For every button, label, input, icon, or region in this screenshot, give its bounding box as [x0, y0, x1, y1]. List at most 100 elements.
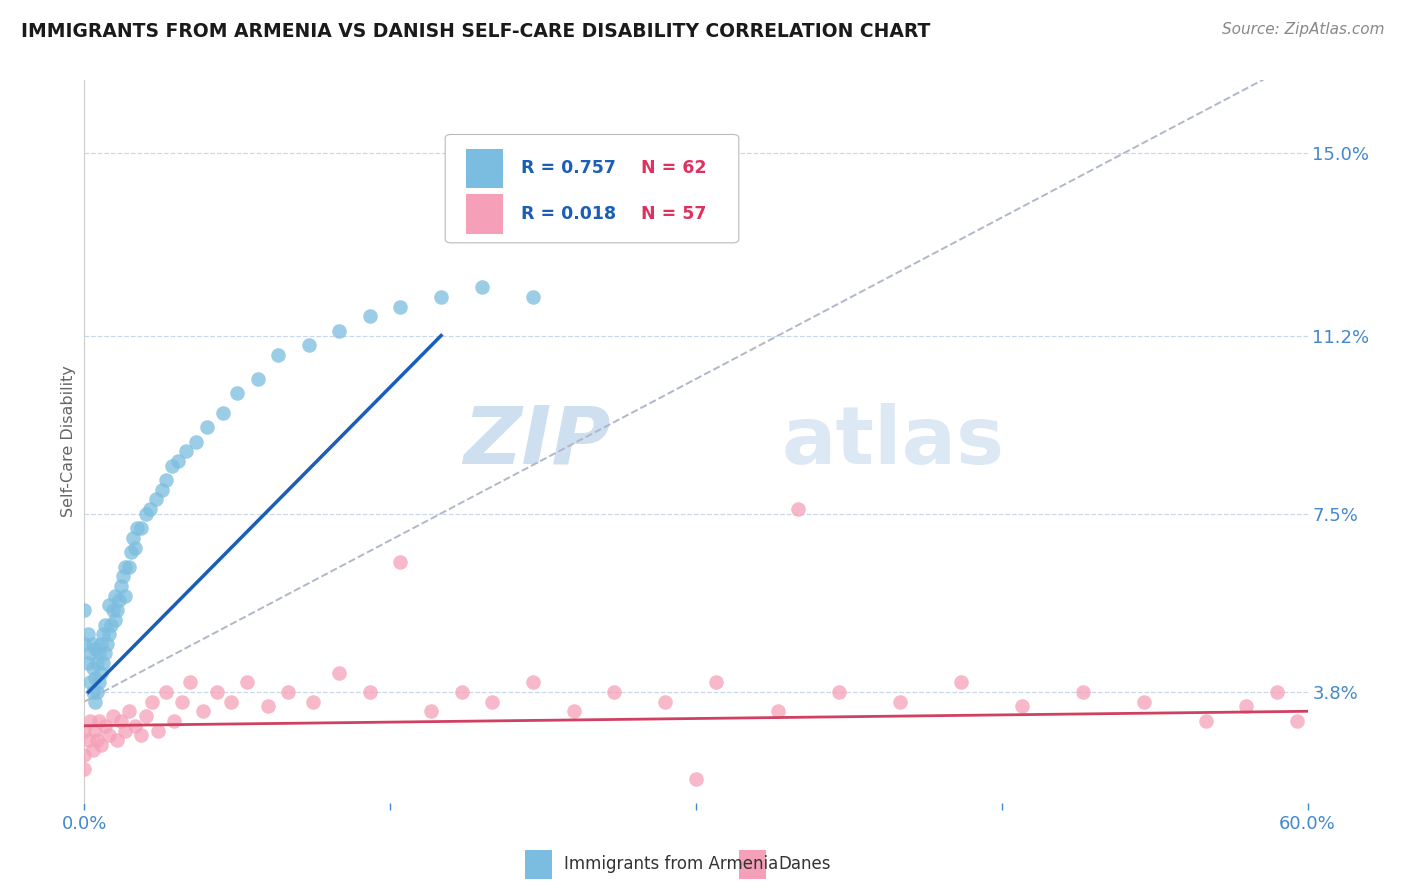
Point [787, 502, 810, 516]
Point [100, 617, 122, 632]
Point [328, 665, 350, 680]
Point [471, 280, 494, 294]
Point [90, 637, 112, 651]
Point [277, 685, 299, 699]
Point [389, 555, 412, 569]
Text: R = 0.018: R = 0.018 [522, 205, 616, 223]
Point [205, 685, 228, 699]
Point [172, 695, 194, 709]
Text: R = 0.757: R = 0.757 [522, 160, 616, 178]
Point [82, 637, 104, 651]
Point [124, 541, 146, 555]
Point [1133, 695, 1156, 709]
Point [79, 647, 101, 661]
Point [685, 772, 707, 786]
Point [73, 762, 96, 776]
Text: Danes: Danes [778, 855, 831, 873]
Point [87, 647, 110, 661]
Point [389, 300, 412, 314]
Point [150, 483, 173, 497]
FancyBboxPatch shape [524, 850, 551, 879]
FancyBboxPatch shape [446, 135, 738, 243]
Point [91, 656, 114, 670]
Y-axis label: Self-Care Disability: Self-Care Disability [60, 366, 76, 517]
Point [90, 738, 112, 752]
Point [110, 714, 132, 728]
Point [86, 656, 108, 670]
Point [1073, 685, 1095, 699]
Point [298, 338, 321, 352]
Point [141, 695, 163, 709]
Point [950, 675, 973, 690]
Point [267, 348, 290, 362]
Point [83, 671, 105, 685]
Point [420, 704, 443, 718]
Point [77, 656, 100, 670]
Point [562, 704, 585, 718]
Point [138, 502, 160, 516]
Point [73, 603, 96, 617]
Point [83, 695, 105, 709]
Point [101, 603, 124, 617]
Point [77, 627, 100, 641]
Point [160, 458, 183, 473]
Point [114, 723, 136, 738]
Point [359, 685, 381, 699]
Point [127, 521, 149, 535]
Point [219, 695, 242, 709]
Point [86, 685, 108, 699]
Point [135, 709, 157, 723]
Text: ZIP: ZIP [463, 402, 610, 481]
Point [155, 473, 177, 487]
Point [96, 637, 118, 651]
Point [186, 434, 208, 449]
Point [450, 685, 472, 699]
Point [104, 613, 127, 627]
Point [82, 661, 104, 675]
Point [828, 685, 851, 699]
Point [120, 545, 142, 559]
Point [77, 733, 100, 747]
Point [167, 454, 190, 468]
Text: N = 62: N = 62 [641, 160, 706, 178]
Point [301, 695, 323, 709]
Point [1011, 699, 1033, 714]
Point [112, 569, 135, 583]
FancyBboxPatch shape [465, 149, 503, 188]
FancyBboxPatch shape [465, 194, 503, 234]
Point [114, 589, 136, 603]
Point [155, 685, 177, 699]
Point [118, 559, 141, 574]
Point [146, 723, 169, 738]
Point [257, 699, 280, 714]
Point [889, 695, 911, 709]
Point [118, 704, 141, 718]
Point [246, 372, 269, 386]
Point [174, 444, 197, 458]
Point [73, 637, 96, 651]
Point [114, 559, 136, 574]
Point [603, 685, 626, 699]
Point [79, 714, 101, 728]
Point [236, 675, 259, 690]
Point [359, 310, 381, 324]
Text: Source: ZipAtlas.com: Source: ZipAtlas.com [1222, 22, 1385, 37]
Point [90, 665, 112, 680]
Point [766, 704, 789, 718]
Point [93, 647, 115, 661]
Point [195, 420, 218, 434]
Point [145, 492, 167, 507]
Point [101, 709, 124, 723]
Point [73, 747, 96, 762]
Point [87, 675, 110, 690]
Point [105, 603, 128, 617]
Point [124, 719, 146, 733]
Point [110, 579, 132, 593]
Point [73, 723, 96, 738]
Point [97, 627, 120, 641]
Point [93, 617, 115, 632]
Point [1265, 685, 1288, 699]
Point [1286, 714, 1309, 728]
Point [131, 728, 153, 742]
Point [122, 531, 145, 545]
